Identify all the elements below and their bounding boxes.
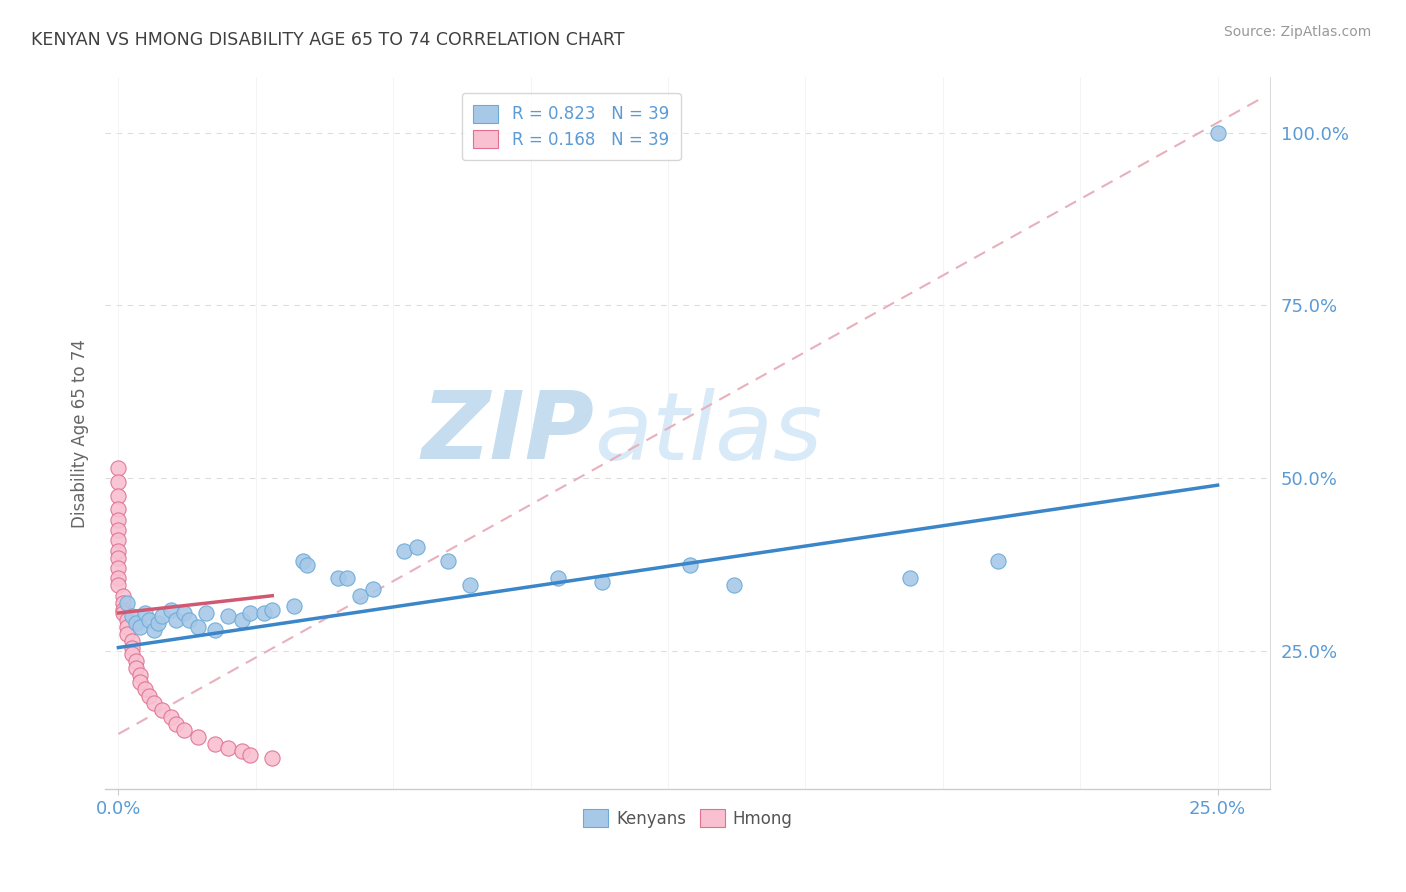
Point bbox=[150, 703, 173, 717]
Point bbox=[195, 606, 218, 620]
Point bbox=[1206, 126, 1229, 140]
Point bbox=[107, 543, 129, 558]
Point bbox=[723, 578, 745, 592]
Point bbox=[121, 640, 143, 655]
Point bbox=[458, 578, 481, 592]
Point bbox=[297, 558, 319, 572]
Point bbox=[217, 609, 239, 624]
Point bbox=[187, 731, 209, 745]
Legend: Kenyans, Hmong: Kenyans, Hmong bbox=[576, 802, 800, 834]
Point bbox=[898, 571, 921, 585]
Point bbox=[134, 606, 156, 620]
Point bbox=[173, 723, 195, 738]
Point bbox=[125, 654, 148, 668]
Point bbox=[107, 489, 129, 503]
Y-axis label: Disability Age 65 to 74: Disability Age 65 to 74 bbox=[72, 339, 89, 528]
Point bbox=[129, 668, 152, 682]
Point bbox=[165, 613, 187, 627]
Point bbox=[262, 751, 284, 765]
Point bbox=[547, 571, 569, 585]
Point bbox=[111, 589, 134, 603]
Point bbox=[125, 616, 148, 631]
Point bbox=[987, 554, 1010, 568]
Point bbox=[392, 543, 415, 558]
Point bbox=[217, 740, 239, 755]
Point bbox=[160, 602, 183, 616]
Point bbox=[129, 620, 152, 634]
Point bbox=[160, 709, 183, 723]
Point bbox=[115, 620, 138, 634]
Point bbox=[115, 596, 138, 610]
Point bbox=[129, 675, 152, 690]
Point bbox=[262, 602, 284, 616]
Point bbox=[239, 747, 262, 762]
Point bbox=[204, 624, 226, 638]
Point bbox=[125, 661, 148, 675]
Point bbox=[142, 624, 165, 638]
Point bbox=[363, 582, 385, 596]
Point bbox=[115, 613, 138, 627]
Point bbox=[111, 606, 134, 620]
Point bbox=[134, 681, 156, 696]
Point bbox=[115, 626, 138, 640]
Point bbox=[107, 533, 129, 548]
Point bbox=[252, 606, 274, 620]
Point bbox=[107, 461, 129, 475]
Point bbox=[107, 578, 129, 592]
Point bbox=[349, 589, 371, 603]
Point bbox=[111, 602, 134, 616]
Point bbox=[121, 648, 143, 662]
Point bbox=[121, 633, 143, 648]
Point bbox=[111, 596, 134, 610]
Point bbox=[679, 558, 702, 572]
Point bbox=[107, 475, 129, 489]
Point bbox=[173, 606, 195, 620]
Point bbox=[591, 574, 613, 589]
Point bbox=[107, 561, 129, 575]
Point bbox=[138, 613, 160, 627]
Text: KENYAN VS HMONG DISABILITY AGE 65 TO 74 CORRELATION CHART: KENYAN VS HMONG DISABILITY AGE 65 TO 74 … bbox=[31, 31, 624, 49]
Point bbox=[283, 599, 305, 613]
Point bbox=[187, 620, 209, 634]
Text: atlas: atlas bbox=[595, 388, 823, 479]
Text: Source: ZipAtlas.com: Source: ZipAtlas.com bbox=[1223, 25, 1371, 39]
Point bbox=[231, 613, 253, 627]
Point bbox=[239, 606, 262, 620]
Point bbox=[165, 716, 187, 731]
Point bbox=[121, 609, 143, 624]
Point bbox=[107, 550, 129, 565]
Point bbox=[142, 696, 165, 710]
Point bbox=[107, 523, 129, 537]
Point bbox=[336, 571, 359, 585]
Point bbox=[292, 554, 315, 568]
Point bbox=[107, 571, 129, 585]
Point bbox=[204, 737, 226, 751]
Text: ZIP: ZIP bbox=[422, 387, 595, 479]
Point bbox=[107, 513, 129, 527]
Point bbox=[177, 613, 200, 627]
Point bbox=[231, 744, 253, 758]
Point bbox=[437, 554, 460, 568]
Point bbox=[138, 689, 160, 703]
Point bbox=[146, 616, 169, 631]
Point bbox=[328, 571, 350, 585]
Point bbox=[107, 502, 129, 516]
Point bbox=[406, 541, 429, 555]
Point bbox=[150, 609, 173, 624]
